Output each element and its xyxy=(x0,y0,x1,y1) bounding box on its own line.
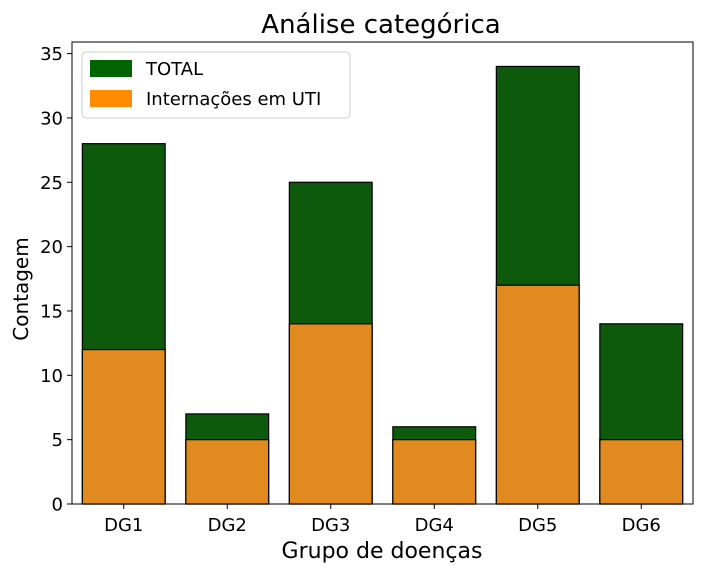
y-tick-label: 35 xyxy=(40,44,63,65)
x-tick-label: DG4 xyxy=(415,515,454,536)
y-tick-label: 30 xyxy=(40,108,63,129)
bar-uti-dg4 xyxy=(392,439,477,505)
bar-uti-dg3 xyxy=(288,323,373,505)
y-axis-label: Contagem xyxy=(9,237,33,340)
y-tick-label: 20 xyxy=(40,237,63,258)
x-tick-label: DG5 xyxy=(518,515,557,536)
x-tick-label: DG3 xyxy=(311,515,350,536)
y-tick-label: 10 xyxy=(40,366,63,387)
bar-uti-dg2 xyxy=(185,439,270,505)
y-tick-label: 15 xyxy=(40,301,63,322)
x-tick-label: DG2 xyxy=(208,515,247,536)
bar-uti-dg5 xyxy=(495,284,580,505)
x-axis-label: Grupo de doenças xyxy=(282,539,483,564)
legend-frame xyxy=(81,51,351,119)
plot-frame xyxy=(71,41,694,505)
bars-layer xyxy=(81,65,684,505)
legend-swatch xyxy=(90,90,132,107)
legend-label: TOTAL xyxy=(145,59,203,80)
legend: TOTAL Internações em UTI xyxy=(81,51,351,119)
y-tick-label: 5 xyxy=(52,430,63,451)
legend-label: Internações em UTI xyxy=(146,89,321,110)
chart-title: Análise categórica xyxy=(261,10,500,40)
x-axis: DG1 DG2 DG3 DG4 DG5 DG6 xyxy=(104,504,661,536)
y-tick-label: 25 xyxy=(40,173,63,194)
x-tick-label: DG1 xyxy=(104,515,143,536)
y-tick-label: 0 xyxy=(52,495,63,516)
bar-uti-dg6 xyxy=(599,439,684,505)
x-tick-label: DG6 xyxy=(622,515,661,536)
legend-swatch xyxy=(90,60,132,77)
bar-uti-dg1 xyxy=(81,348,166,505)
y-axis: 0 5 10 15 20 25 30 35 xyxy=(40,44,72,516)
